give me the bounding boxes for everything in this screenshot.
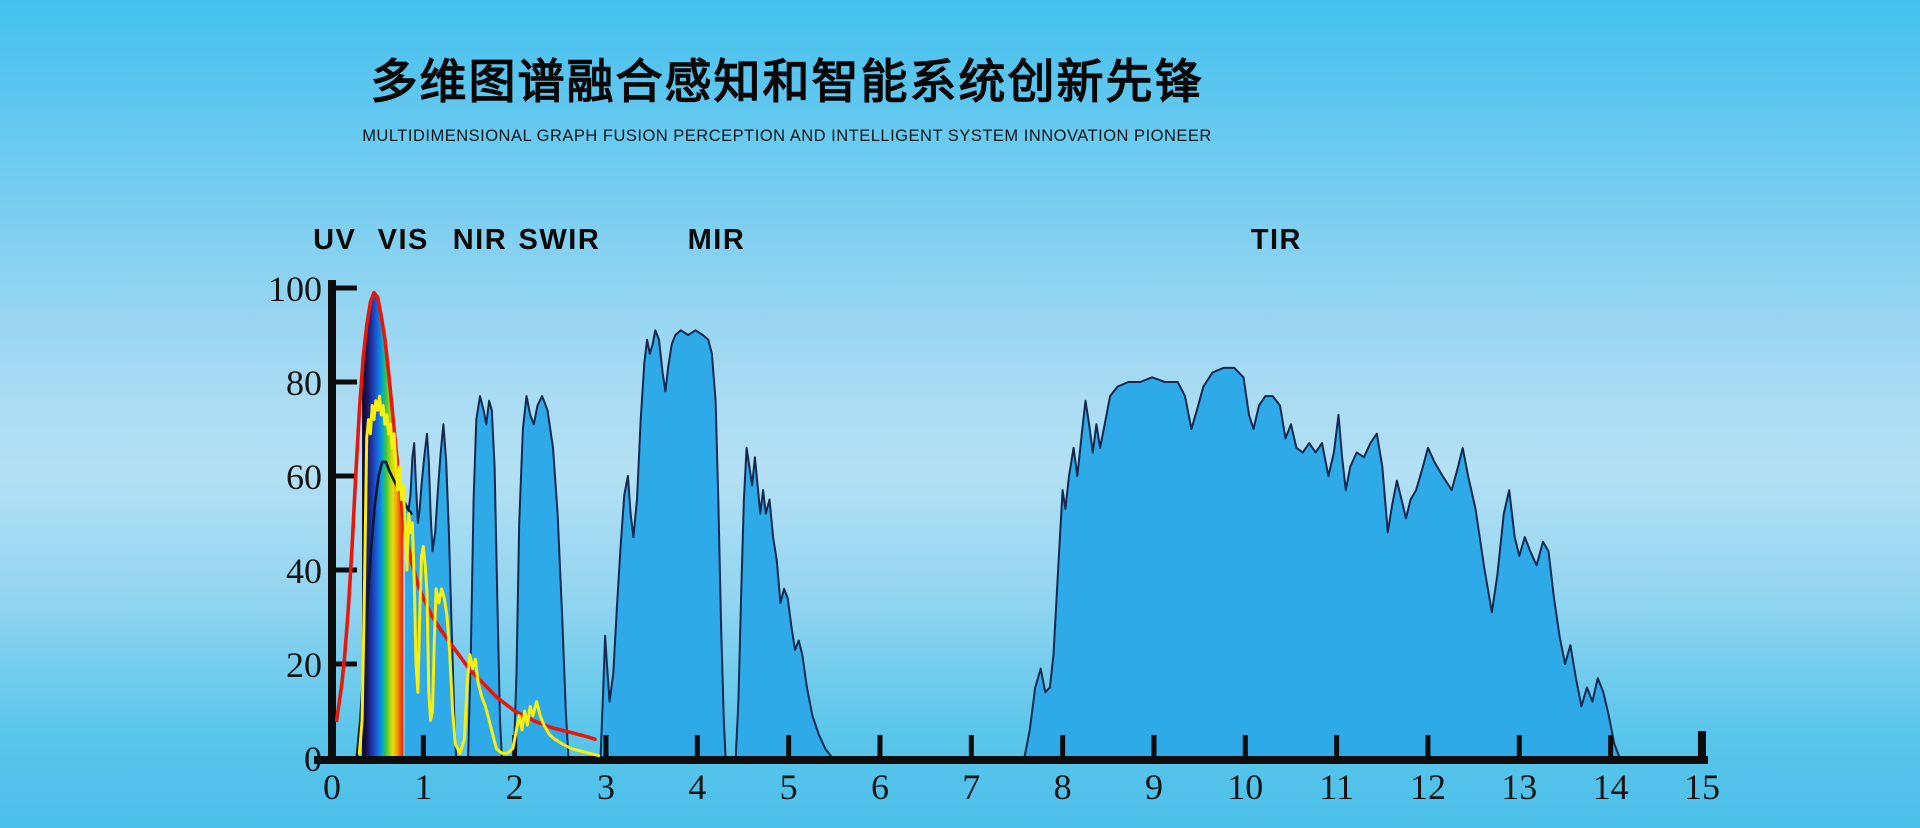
page-title: 多维图谱融合感知和智能系统创新先锋 [370,55,1204,108]
x-tick [1151,735,1157,759]
rainbow-visible-spectrum-area [362,292,404,758]
x-tick [1242,735,1248,759]
y-tick-label: 0 [304,739,322,779]
header: 多维图谱融合感知和智能系统创新先锋 MULTIDIMENSIONAL GRAPH… [362,0,1212,146]
x-tick [603,735,609,759]
x-tick [786,735,792,759]
x-tick-label: 4 [688,767,706,807]
x-tick [1060,735,1066,759]
x-tick [1516,735,1522,759]
y-tick [331,379,357,385]
y-tick-label: 100 [268,269,322,309]
x-tick-label: 12 [1410,767,1446,807]
x-tick-label: 8 [1054,767,1072,807]
x-tick-label: 15 [1684,767,1720,807]
y-tick [331,285,357,291]
x-tick [1608,735,1614,759]
transmission-window-outline [467,395,503,759]
transmission-window-outline [734,446,834,759]
x-tick [694,735,700,759]
transmission-windows-group [405,329,1621,759]
x-tick-label: 13 [1501,767,1537,807]
x-tick-label: 14 [1593,767,1629,807]
y-axis [328,280,336,764]
transmission-window-outline [599,329,727,759]
x-tick-label: 7 [962,767,980,807]
y-tick-label: 80 [286,363,322,403]
blackbody-radiation-curve [334,290,597,741]
transmission-window-area [600,330,726,758]
y-tick-label: 40 [286,551,322,591]
x-axis [314,756,1708,764]
x-tick-label: 6 [871,767,889,807]
x-tick-label: 1 [414,767,432,807]
y-tick-label: 20 [286,645,322,685]
x-tick [420,735,426,759]
y-tick-label: 60 [286,457,322,497]
transmission-window-outline [512,395,570,759]
x-tick-label: 11 [1319,767,1354,807]
x-tick [1697,731,1706,762]
x-tick-label: 10 [1227,767,1263,807]
x-tick-label: 3 [597,767,615,807]
x-tick [968,735,974,759]
transmission-window-outline [407,423,458,759]
y-tick [331,473,357,479]
x-tick-label: 9 [1145,767,1163,807]
x-tick [512,735,518,759]
transmission-window-area [1024,367,1620,758]
x-tick-label: 5 [780,767,798,807]
x-tick-label: 0 [323,767,341,807]
surface-solar-radiation-curve [357,394,601,758]
x-tick [1425,735,1431,759]
x-tick-label: 2 [506,767,524,807]
x-tick [877,735,883,759]
transmission-window-outline [1023,366,1621,759]
transmission-window-area [735,447,833,758]
x-tick [1334,735,1340,759]
y-tick [331,567,357,573]
page-subtitle: MULTIDIMENSIONAL GRAPH FUSION PERCEPTION… [362,127,1212,145]
